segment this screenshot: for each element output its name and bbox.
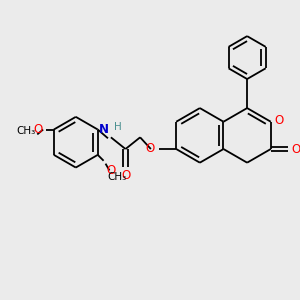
Text: N: N [99,123,109,136]
Text: O: O [146,142,155,154]
Text: O: O [122,169,131,182]
Text: O: O [275,114,284,127]
Text: O: O [291,142,300,155]
Text: CH₃: CH₃ [16,125,35,136]
Text: O: O [34,123,43,136]
Text: H: H [114,122,122,133]
Text: O: O [106,164,116,177]
Text: CH₃: CH₃ [107,172,127,182]
